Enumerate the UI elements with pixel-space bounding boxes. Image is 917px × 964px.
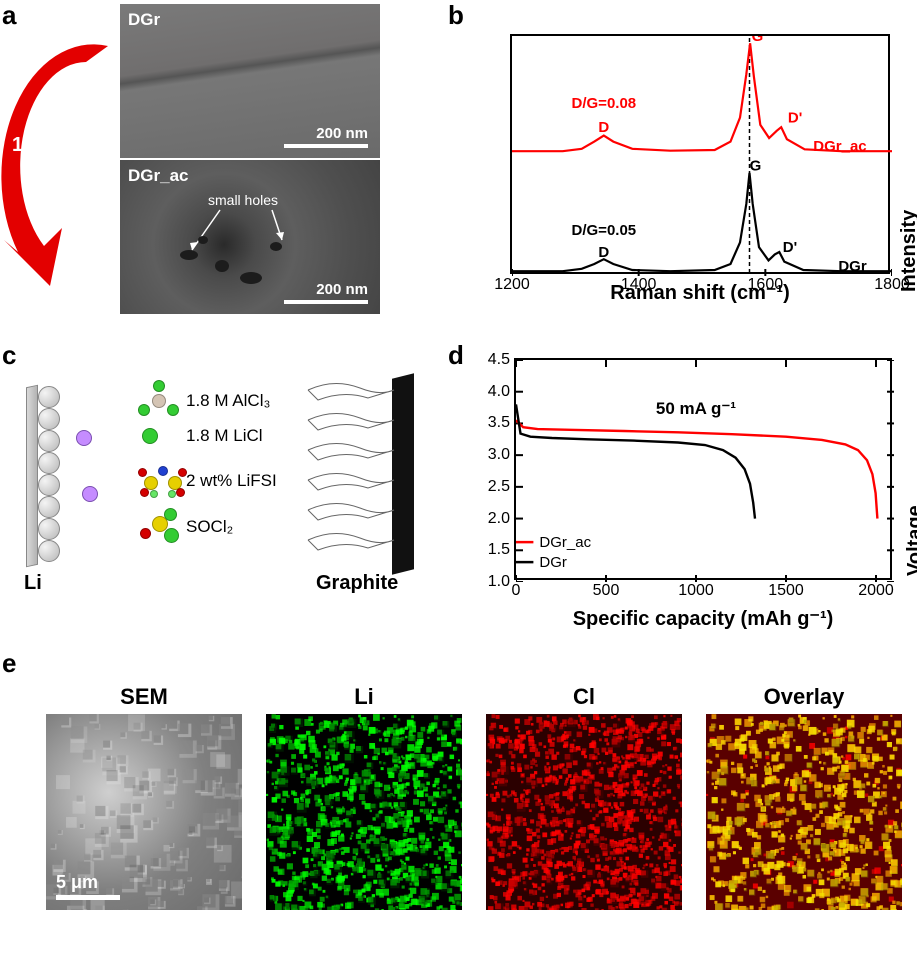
svg-text:D/G=0.05: D/G=0.05 [572,222,637,239]
raman-svg: D/G=0.05 D G D' DGr D/G=0.08 D G D' DGr_ac [512,36,892,276]
discharge-svg: 50 mA g⁻¹ DGr_ac DGr [516,360,894,582]
cathode-label: Graphite [316,572,398,595]
panel-b: Intensity (a.u.) D/G=0.05DGD'DGrD/G=0.08… [450,4,898,316]
li-ball [38,430,60,452]
scalebar-top: 200 nm [284,125,368,148]
svg-text:D/G=0.08: D/G=0.08 [572,95,637,112]
hole-5 [198,236,208,244]
svg-text:DGr_ac: DGr_ac [539,534,591,551]
e-scalebar: 5 μm [56,872,120,900]
e-sem-title: SEM [46,684,242,714]
socl2-label: SOCl₂ [186,517,233,537]
svg-text:G: G [752,36,764,45]
cell-schematic: 1.8 M AlCl₃ 1.8 M LiCl 2 wt% LiFSI [20,376,420,606]
species-socl2: SOCl₂ [140,508,233,546]
sem-images: DGr 200 nm DGr_ac small holes 200 nm [120,4,380,314]
arrow-text: 1000 °C (CO₂) [12,134,85,178]
panel-c: 1.8 M AlCl₃ 1.8 M LiCl 2 wt% LiFSI [0,340,420,610]
hole-1 [180,250,198,260]
lifsi-label: 2 wt% LiFSI [186,471,277,491]
svg-text:G: G [750,157,762,174]
species-alcl3: 1.8 M AlCl₃ [140,382,270,420]
e-overlay-title: Overlay [706,684,902,714]
e-scalebar-bar [56,895,120,900]
sem-dgr: DGr 200 nm [120,4,380,158]
activation-arrow: 1000 °C (CO₂) [0,34,118,294]
li-ball [38,452,60,474]
licl-label: 1.8 M LiCl [186,426,263,446]
svg-text:D: D [598,119,609,136]
panel-a: 1000 °C (CO₂) DGr 200 nm DGr_ac small ho… [0,4,420,316]
svg-text:50 mA g⁻¹: 50 mA g⁻¹ [656,399,736,418]
e-cl-cell: Cl [486,684,682,910]
e-overlay-img [706,714,902,910]
arrow-temp: 1000 °C [12,134,85,156]
scalebar-top-text: 200 nm [316,125,368,142]
licl-icon [140,426,178,446]
svg-text:D': D' [788,109,802,126]
li-ball [38,518,60,540]
li-ball [38,540,60,562]
raman-xlabel: Raman shift (cm⁻¹) [510,280,890,305]
cl-map [486,714,682,910]
li-ball [38,496,60,518]
overlay-map [706,714,902,910]
svg-text:D': D' [783,239,797,256]
raman-chart: D/G=0.05DGD'DGrD/G=0.08DGD'DGr_ac 120014… [510,34,890,274]
e-sem-cell: SEM 5 μm [46,684,242,910]
e-scalebar-text: 5 μm [56,872,98,892]
hole-3 [270,242,282,251]
svg-text:D: D [598,244,609,261]
discharge-xlabel: Specific capacity (mAh g⁻¹) [514,606,892,631]
li-ball [38,408,60,430]
species-licl: 1.8 M LiCl [140,426,263,446]
scalebar-bot: 200 nm [284,281,368,304]
anode-label: Li [24,572,42,595]
li-ball [38,386,60,408]
li-ion-1 [76,430,92,446]
e-li-title: Li [266,684,462,714]
panel-d: Voltage (V) 50 mA g⁻¹DGr_acDGr 050010001… [450,340,898,630]
svg-text:DGr: DGr [539,554,567,571]
li-slab [26,385,38,568]
alcl3-label: 1.8 M AlCl₃ [186,391,270,411]
scalebar-bot-bar [284,300,368,304]
graphite-sheets [304,370,396,580]
panel-e: SEM 5 μm Li Cl Overlay [0,650,917,960]
discharge-chart: 50 mA g⁻¹DGr_acDGr 05001000150020001.01.… [514,358,892,580]
species-lifsi: 2 wt% LiFSI [140,462,277,500]
li-electrode [26,386,70,566]
socl2-icon [140,508,178,546]
hole-4 [240,272,262,284]
svg-text:DGr_ac: DGr_ac [813,138,866,155]
eds-row: SEM 5 μm Li Cl Overlay [46,684,902,910]
e-cl-img [486,714,682,910]
e-li-img [266,714,462,910]
li-ion-2 [82,486,98,502]
scalebar-top-bar [284,144,368,148]
hole-2 [215,260,229,272]
e-overlay-cell: Overlay [706,684,902,910]
e-sem-img: 5 μm [46,714,242,910]
discharge-ylabel: Voltage (V) [904,505,917,576]
e-cl-title: Cl [486,684,682,714]
sem-dgr-ac: DGr_ac small holes 200 nm [120,160,380,314]
scalebar-bot-text: 200 nm [316,281,368,298]
graphite-electrode [304,376,414,576]
li-ball [38,474,60,496]
li-map [266,714,462,910]
arrow-gas: (CO₂) [12,156,85,178]
e-li-cell: Li [266,684,462,910]
lifsi-icon [140,462,178,500]
sem-dgr-label: DGr [128,10,160,30]
alcl3-icon [140,382,178,420]
svg-text:DGr: DGr [838,258,867,275]
